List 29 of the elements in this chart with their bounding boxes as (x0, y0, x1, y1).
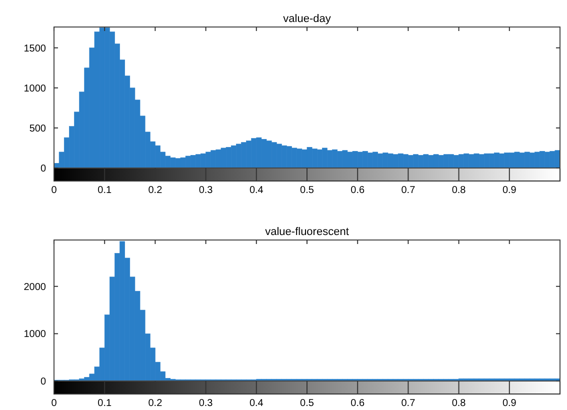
y-tick-label: 1000 (24, 83, 46, 94)
x-tick-label: 0.2 (148, 185, 163, 196)
x-tick-label: 0.1 (98, 185, 112, 196)
y-tick-label: 2000 (24, 282, 46, 293)
y-tick-label: 500 (29, 123, 46, 134)
x-tick-label: 0.1 (98, 398, 112, 409)
x-tick-label: 0.3 (198, 398, 214, 409)
x-tick-label: 0.9 (502, 185, 517, 196)
x-tick-label: 0 (51, 398, 58, 409)
x-tick-label: 0.9 (502, 398, 517, 409)
x-tick-label: 0.7 (401, 185, 416, 196)
y-tick-label: 1000 (24, 329, 46, 340)
x-tick-label: 0.7 (401, 398, 416, 409)
x-tick-label: 0.5 (300, 185, 314, 196)
x-tick-label: 0.3 (198, 185, 214, 196)
x-tick-label: 0 (51, 185, 58, 196)
y-tick-label: 0 (40, 164, 46, 174)
x-tick-label: 0.5 (300, 398, 314, 409)
chart-title: value-fluorescent (265, 226, 349, 238)
x-tick-label: 0.6 (350, 185, 365, 196)
x-tick-label: 0.8 (452, 185, 466, 196)
x-tick-label: 0.6 (350, 398, 365, 409)
x-tick-label: 0.2 (148, 398, 163, 409)
x-tick-label: 0.8 (452, 398, 466, 409)
y-tick-label: 0 (40, 376, 46, 388)
x-tick-label: 0.4 (249, 398, 264, 409)
chart-title: value-day (283, 13, 332, 25)
x-tick-label: 0.4 (249, 185, 264, 196)
y-tick-label: 1500 (24, 43, 46, 54)
